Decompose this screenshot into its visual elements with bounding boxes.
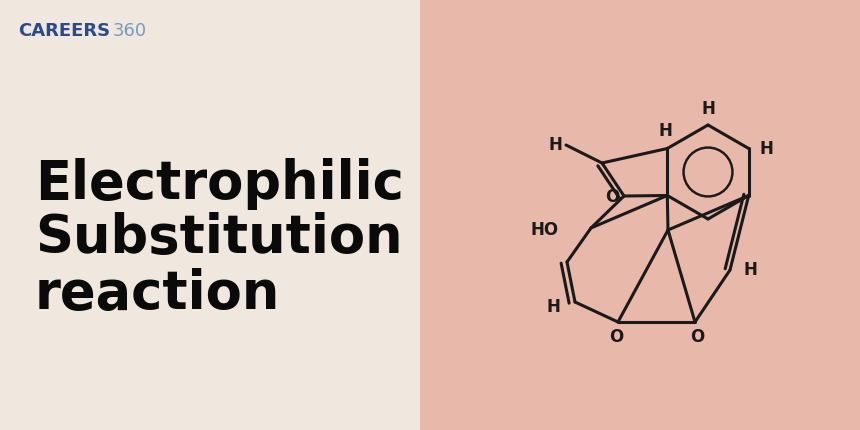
Text: CAREERS: CAREERS <box>18 22 110 40</box>
Text: O: O <box>609 328 624 346</box>
Text: reaction: reaction <box>35 268 280 320</box>
FancyBboxPatch shape <box>0 0 420 430</box>
Text: O: O <box>690 328 704 346</box>
Text: H: H <box>659 122 673 139</box>
Text: H: H <box>759 139 774 157</box>
Text: Substitution: Substitution <box>35 212 402 264</box>
Text: O: O <box>605 188 619 206</box>
Text: H: H <box>548 136 562 154</box>
Text: H: H <box>546 298 560 316</box>
Text: 360: 360 <box>113 22 147 40</box>
Text: Electrophilic: Electrophilic <box>35 158 404 210</box>
Text: H: H <box>743 261 757 279</box>
Text: HO: HO <box>531 221 559 239</box>
FancyBboxPatch shape <box>420 0 860 430</box>
Text: H: H <box>701 100 715 118</box>
